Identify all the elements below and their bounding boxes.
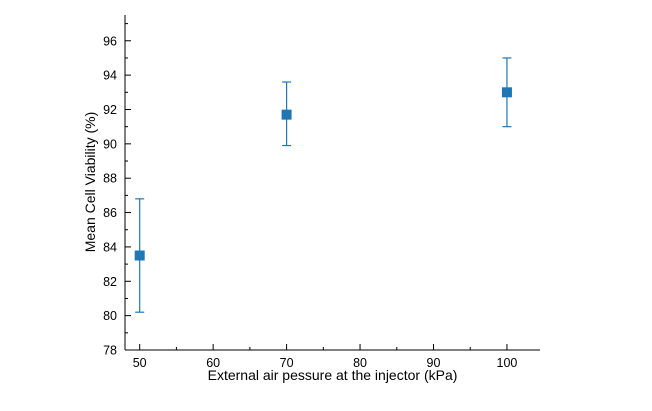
y-tick-label: 84 <box>103 240 117 254</box>
y-tick-label: 90 <box>103 137 117 151</box>
y-tick-label: 96 <box>103 34 117 48</box>
y-tick-label: 80 <box>103 309 117 323</box>
x-axis-title: External air pessure at the injector (kP… <box>207 367 458 383</box>
x-tick-label: 50 <box>133 356 147 370</box>
data-point-marker <box>281 109 292 120</box>
x-tick-label: 80 <box>353 356 367 370</box>
y-tick-label: 92 <box>103 103 117 117</box>
y-axis-title: Mean Cell Viability (%) <box>82 111 98 253</box>
y-tick-label: 86 <box>103 206 117 220</box>
x-tick-label: 90 <box>427 356 441 370</box>
x-tick-label: 100 <box>497 356 518 370</box>
axes-layer: 50 60 70 80 90 100 78 80 82 84 86 88 90 92 94 96 <box>103 15 540 370</box>
series-layer <box>134 57 512 313</box>
x-tick-label: 60 <box>206 356 220 370</box>
y-tick-label: 78 <box>103 344 117 358</box>
data-point-marker <box>134 250 145 261</box>
x-tick-label: 70 <box>280 356 294 370</box>
y-tick-label: 94 <box>103 69 117 83</box>
data-point-marker <box>501 87 512 98</box>
y-tick-label: 82 <box>103 275 117 289</box>
y-tick-label: 88 <box>103 172 117 186</box>
